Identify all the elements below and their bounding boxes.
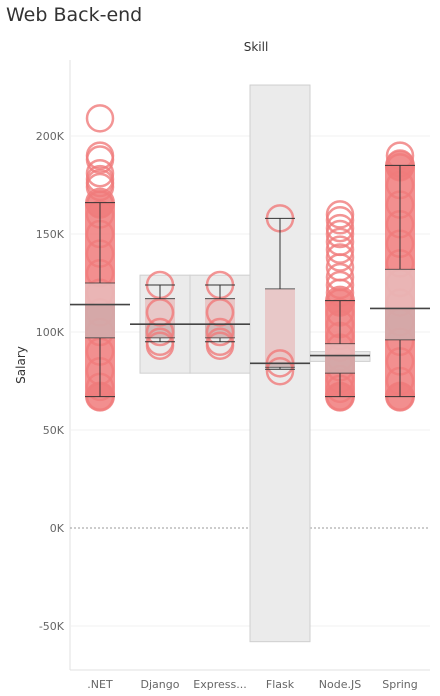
box-lower-Flask [265,363,295,368]
x-tick-label: Node.JS [319,678,361,691]
x-tick-label: Spring [382,678,418,691]
x-tick-label: Express... [193,678,246,691]
data-point [145,298,175,327]
data-point [85,104,115,133]
data-point [325,235,355,264]
data-point [145,317,175,347]
data-point [205,317,235,347]
box-upper-overlay [325,343,355,356]
box-upper-Flask [265,288,295,364]
data-point [325,206,355,235]
data-point [205,298,235,327]
data-point [85,158,115,188]
column-header: Skill [244,40,269,54]
box-lower-overlay [325,355,355,374]
chart-title: Web Back-end [6,4,143,26]
axes: Skill Salary -50K 0K 50K 100K 150K 200K .NET Dj… [14,40,418,691]
y-axis-title: Salary [14,346,28,384]
y-tick-label: 200K [36,130,65,143]
y-tick-label: 100K [36,326,65,339]
whiskers [85,164,415,398]
x-tick-label: Flask [266,678,295,691]
y-tick-label: 0K [50,522,65,535]
data-point [325,243,355,272]
data-point [325,200,355,229]
data-point [145,331,175,360]
data-point [265,356,295,386]
data-point [85,145,115,174]
y-tick-label: -50K [39,620,65,633]
x-tick-label: Django [141,678,180,691]
box-lower-overlay [85,304,115,338]
data-point [205,331,235,360]
y-tick-label: 50K [43,424,65,437]
x-tick-label: .NET [87,678,113,691]
box-upper-overlay [85,283,115,305]
box-lower-overlay [385,308,415,340]
data-point [325,213,355,243]
data-point [325,219,355,249]
y-tick-label: 150K [36,228,65,241]
mean-lines [70,303,430,365]
box-upper-overlay [385,269,415,309]
